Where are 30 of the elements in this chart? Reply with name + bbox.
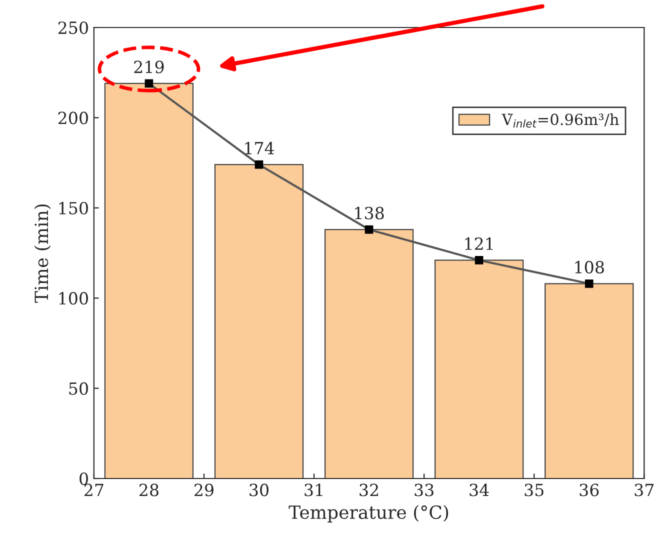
y-tick-label: 0 — [80, 472, 88, 486]
x-tick-label: 29 — [194, 484, 214, 496]
data-label: 138 — [355, 206, 384, 220]
x-tick-label: 28 — [139, 484, 158, 496]
y-tick-label: 100 — [59, 292, 88, 305]
x-tick-label: 36 — [580, 484, 599, 496]
y-tick-label: 200 — [58, 112, 88, 124]
bar — [214, 164, 304, 478]
x-tick-label: 37 — [634, 484, 654, 496]
x-tick-label: 31 — [304, 484, 322, 496]
bar — [544, 283, 634, 478]
x-tick-label: 27 — [84, 484, 104, 496]
x-tick-label: 30 — [250, 484, 269, 496]
legend-label: V̇$_{inlet}$=0.96m³/h — [502, 113, 619, 128]
bar — [434, 260, 524, 478]
data-label: 219 — [134, 60, 164, 74]
y-axis-title: Time (min) — [34, 204, 51, 303]
y-tick-label: 50 — [69, 382, 88, 395]
x-tick-label: 35 — [524, 484, 544, 496]
bar — [324, 228, 414, 478]
data-label: 174 — [245, 142, 274, 154]
data-label: 108 — [575, 260, 604, 274]
x-axis-title: Temperature (°C) — [288, 505, 448, 523]
x-tick-label: 34 — [470, 484, 489, 496]
x-tick-label: 33 — [414, 484, 434, 496]
y-tick-label: 250 — [58, 21, 88, 34]
data-label: 121 — [465, 237, 493, 250]
x-tick-label: 32 — [360, 484, 378, 496]
bar — [104, 82, 194, 478]
y-tick-label: 150 — [59, 202, 88, 214]
